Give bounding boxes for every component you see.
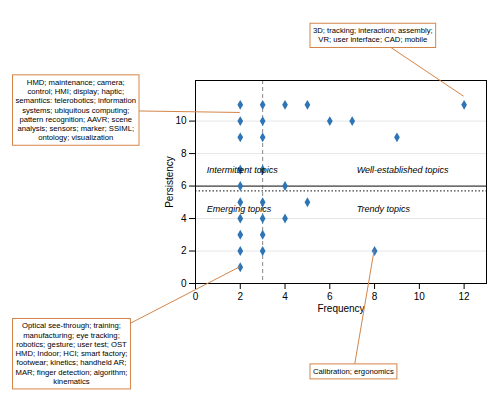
svg-text:8: 8 <box>372 291 378 302</box>
svg-text:2: 2 <box>237 291 243 302</box>
svg-text:Frequency: Frequency <box>317 303 364 314</box>
svg-text:2: 2 <box>181 245 187 256</box>
svg-text:Intermittent topics: Intermittent topics <box>207 165 279 175</box>
svg-text:0: 0 <box>181 278 187 289</box>
svg-text:6: 6 <box>181 180 187 191</box>
svg-text:Persistency: Persistency <box>164 156 175 208</box>
svg-text:HMD; maintenance; camera;contr: HMD; maintenance; camera;control; HMI; d… <box>16 78 137 142</box>
svg-text:0: 0 <box>193 291 199 302</box>
svg-text:Well-established topics: Well-established topics <box>357 165 449 175</box>
svg-text:10: 10 <box>175 115 187 126</box>
svg-text:12: 12 <box>459 291 471 302</box>
svg-text:Trendy topics: Trendy topics <box>357 204 411 214</box>
svg-text:4: 4 <box>181 213 187 224</box>
svg-text:8: 8 <box>181 148 187 159</box>
svg-text:4: 4 <box>282 291 288 302</box>
svg-text:6: 6 <box>327 291 333 302</box>
svg-text:Optical see-through; training;: Optical see-through; training;manufactur… <box>16 321 128 385</box>
svg-text:Calibration; ergonomics: Calibration; ergonomics <box>313 367 394 376</box>
svg-text:3D; tracking; interaction; ass: 3D; tracking; interaction; assembly;VR; … <box>313 26 433 44</box>
svg-text:10: 10 <box>414 291 426 302</box>
svg-text:Emerging topics: Emerging topics <box>207 204 272 214</box>
